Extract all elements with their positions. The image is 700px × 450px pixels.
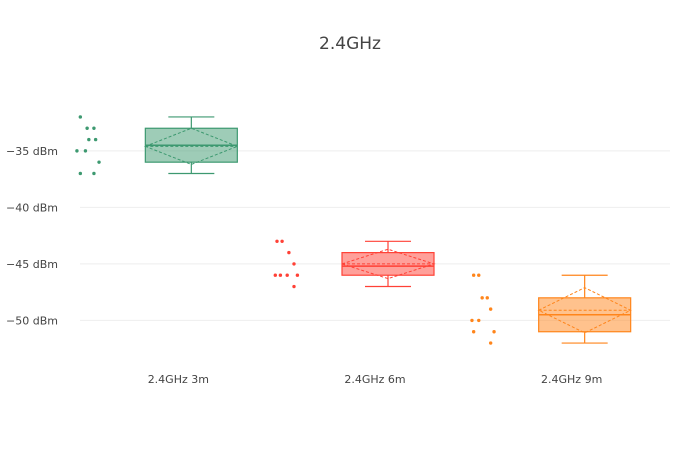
chart-title: 2.4GHz bbox=[319, 34, 381, 54]
data-point bbox=[275, 239, 279, 244]
y-axis-tick-labels: −35 dBm −40 dBm −45 dBm −50 dBm bbox=[6, 145, 58, 328]
data-point bbox=[480, 296, 484, 300]
box-trace bbox=[273, 239, 436, 289]
data-point bbox=[285, 273, 289, 277]
box-trace bbox=[470, 273, 632, 345]
grid-lines bbox=[80, 150, 670, 321]
x-axis-tick-labels: 2.4GHz 3m 2.4GHz 6m 2.4GHz 9m bbox=[148, 373, 603, 386]
data-point bbox=[78, 171, 83, 176]
data-point bbox=[470, 318, 474, 323]
box-traces bbox=[75, 115, 632, 345]
sd-diamond bbox=[340, 248, 436, 280]
data-point bbox=[477, 318, 481, 323]
sd-diamond bbox=[537, 287, 632, 334]
data-point bbox=[488, 341, 493, 345]
data-point bbox=[280, 239, 284, 244]
data-point bbox=[492, 330, 496, 334]
data-point bbox=[471, 330, 476, 334]
data-point bbox=[87, 137, 91, 142]
data-point bbox=[92, 171, 96, 176]
data-point bbox=[485, 296, 489, 300]
y-tick-label: −45 dBm bbox=[6, 258, 58, 271]
data-point bbox=[295, 273, 300, 277]
data-point bbox=[75, 149, 79, 153]
x-tick-label: 2.4GHz 9m bbox=[541, 373, 602, 386]
data-point bbox=[273, 273, 277, 277]
sd-diamond bbox=[143, 127, 239, 165]
data-point bbox=[488, 307, 493, 311]
data-point bbox=[278, 273, 283, 277]
data-point bbox=[92, 126, 96, 130]
data-point bbox=[292, 284, 296, 289]
y-tick-label: −40 dBm bbox=[6, 201, 58, 214]
data-point bbox=[477, 273, 481, 277]
data-point bbox=[78, 115, 83, 119]
x-tick-label: 2.4GHz 6m bbox=[344, 373, 405, 386]
box-trace bbox=[75, 115, 239, 176]
data-point bbox=[471, 273, 476, 277]
data-point bbox=[97, 160, 101, 164]
data-point bbox=[83, 149, 88, 153]
data-point bbox=[287, 250, 291, 255]
data-point bbox=[85, 126, 89, 130]
data-point bbox=[292, 262, 296, 266]
data-point bbox=[93, 137, 98, 142]
y-tick-label: −50 dBm bbox=[6, 314, 58, 327]
x-tick-label: 2.4GHz 3m bbox=[148, 373, 209, 386]
y-tick-label: −35 dBm bbox=[6, 145, 58, 158]
